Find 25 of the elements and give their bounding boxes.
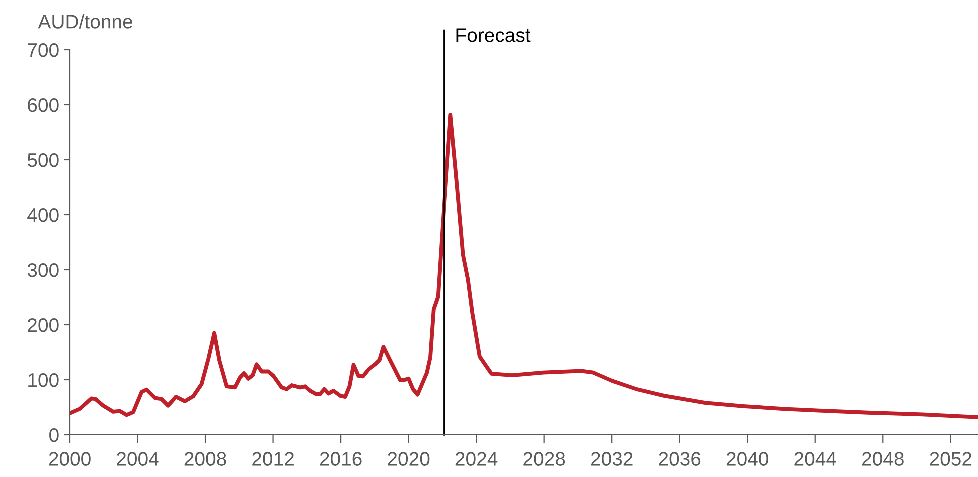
y-tick-label: 100 [28, 373, 59, 388]
x-tick-label: 2000 [49, 452, 91, 466]
y-tick-label: 500 [28, 153, 59, 168]
x-tick-label: 2004 [117, 452, 159, 466]
y-tick-label: 300 [28, 263, 59, 278]
y-tick-label: 400 [28, 208, 59, 222]
x-tick-label: 2012 [252, 452, 294, 466]
x-tick-label: 2048 [862, 452, 904, 466]
x-tick-label: 2044 [794, 452, 836, 466]
x-tick-label: 2028 [524, 452, 566, 466]
x-tick-label: 2016 [320, 452, 362, 466]
line-series [70, 112, 978, 420]
x-tick-label: 2036 [659, 452, 701, 466]
x-tick-label: 2020 [388, 452, 430, 466]
y-tick-label: 200 [28, 318, 59, 332]
y-tick-label: 700 [28, 43, 59, 58]
x-tick-label: 2040 [726, 452, 768, 466]
x-tick-label: 2024 [456, 452, 498, 466]
y-tick-label: 0 [50, 428, 59, 442]
x-tick-label: 2008 [184, 452, 226, 466]
x-tick-label: 2032 [591, 452, 633, 466]
y-tick-label: 600 [28, 98, 59, 112]
x-tick-label: 2052 [930, 452, 972, 466]
y-axis-title: AUD/tonne [38, 14, 132, 29]
ref-line-label: Forecast [456, 28, 531, 42]
